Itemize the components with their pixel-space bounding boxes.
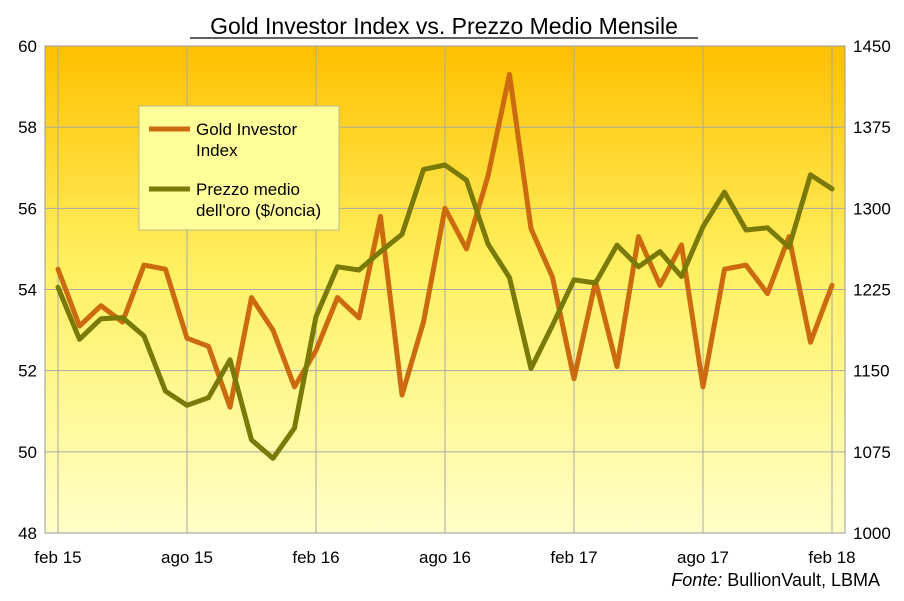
right-tick-label: 1225 — [853, 281, 891, 300]
x-tick-label: feb 18 — [808, 548, 855, 567]
x-tick-label: ago 16 — [419, 548, 471, 567]
left-axis-ticks: 48 50 52 54 56 58 60 — [18, 37, 37, 543]
x-tick-label: ago 17 — [677, 548, 729, 567]
legend: Gold Investor Index Prezzo medio dell'or… — [138, 105, 340, 231]
legend-label-gold-investor-index: Gold Investor Index — [196, 120, 302, 160]
x-axis-ticks: feb 15 ago 15 feb 16 ago 16 feb 17 ago 17 feb … — [34, 548, 855, 567]
right-tick-label: 1150 — [853, 362, 890, 381]
legend-label-gold-price: Prezzo medio dell'oro ($/oncia) — [196, 180, 321, 220]
source-note: Fonte: BullionVault, LBMA — [671, 570, 880, 590]
left-tick-label: 60 — [18, 37, 37, 56]
x-tick-label: feb 15 — [34, 548, 81, 567]
right-tick-label: 1075 — [853, 443, 891, 462]
series-lines — [55, 71, 835, 461]
right-tick-label: 1000 — [853, 524, 891, 543]
x-tick-label: feb 16 — [292, 548, 339, 567]
x-tick-label: feb 17 — [550, 548, 597, 567]
source-text: BullionVault, LBMA — [722, 570, 880, 590]
right-tick-label: 1450 — [853, 37, 891, 56]
source-prefix: Fonte: — [671, 570, 722, 590]
right-tick-label: 1300 — [853, 199, 891, 218]
left-tick-label: 54 — [18, 281, 37, 300]
right-tick-label: 1375 — [853, 118, 891, 137]
plot-border — [44, 45, 846, 534]
series-line-gold-price — [55, 162, 835, 461]
left-tick-label: 52 — [18, 362, 37, 381]
left-tick-label: 50 — [18, 443, 37, 462]
right-axis-ticks: 1000 1075 1150 1225 1300 1375 1450 — [853, 37, 891, 543]
left-tick-label: 56 — [18, 199, 37, 218]
chart-title: Gold Investor Index vs. Prezzo Medio Men… — [210, 13, 678, 39]
left-tick-label: 48 — [18, 524, 37, 543]
left-tick-label: 58 — [18, 118, 37, 137]
x-tick-label: ago 15 — [161, 548, 213, 567]
series-line-gold-investor-index — [55, 71, 835, 410]
